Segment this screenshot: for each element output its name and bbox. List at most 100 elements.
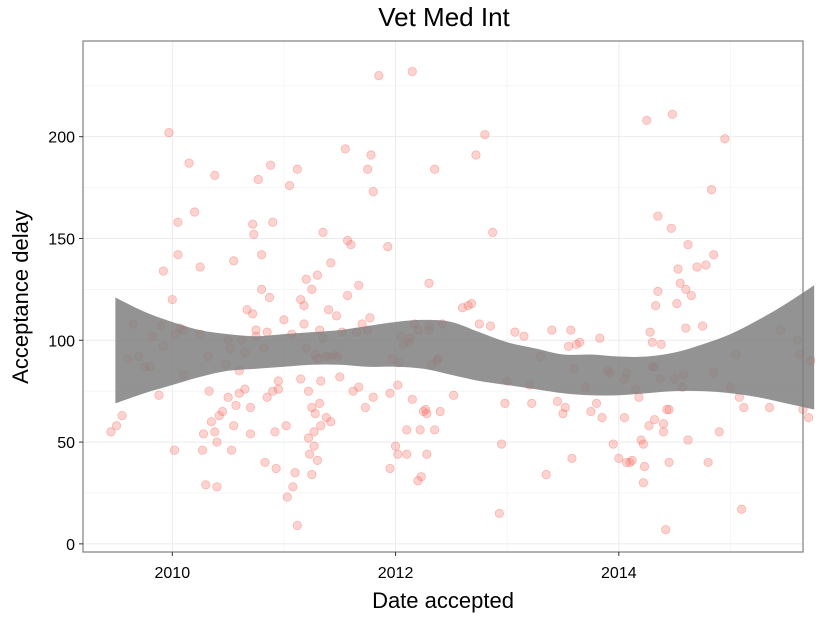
scatter-point [173,250,183,260]
scatter-point [299,319,309,329]
scatter-point [672,299,682,309]
scatter-point [634,392,644,402]
scatter-point [390,441,401,451]
scatter-point [111,421,122,431]
scatter-point [638,439,648,449]
scatter-point [316,376,326,386]
scatter-point [619,413,629,423]
scatter-point [158,266,168,276]
scatter-point [173,217,183,227]
scatter-point [480,130,490,140]
scatter-point [421,404,431,415]
scatter-point [284,180,295,191]
scatter-point [463,301,473,311]
scatter-point [212,482,222,492]
scatter-point [673,264,683,274]
scatter-point [692,262,702,272]
scatter-point [393,449,403,459]
scatter-point [271,463,281,474]
scatter-point [226,445,237,455]
scatter-point [510,327,520,337]
scatter-point [318,227,328,237]
scatter-point [223,392,233,402]
scatter-point [591,398,602,408]
scatter-point [331,311,341,321]
x-axis-ticks: 2010 2012 2014 [155,552,637,582]
scatter-point [664,457,674,468]
scatter-point [697,321,708,331]
scatter-point [346,239,356,250]
x-tick-label: 2010 [155,565,191,582]
scatter-point [435,406,445,417]
scatter-point [608,439,618,449]
scatter-point [335,372,345,382]
plot-panel [83,41,803,552]
scatter-point [571,339,581,349]
scatter-point [296,374,306,384]
scatter-point [206,417,216,427]
scatter-point [374,71,384,81]
scatter-point [664,404,674,415]
scatter-point [242,305,252,315]
scatter-point [217,406,228,417]
scatter-point [248,219,258,229]
scatter-point [638,478,648,488]
scatter-point [474,319,484,329]
scatter-point [720,134,730,144]
scatter-point [316,421,326,431]
scatter-point [363,164,373,174]
scatter-point [560,402,570,413]
scatter-point [651,301,661,311]
scatter-point [597,413,607,423]
scatter-point [366,150,376,160]
scatter-point [368,187,378,197]
scatter-point [567,453,577,463]
scatter-point [418,406,429,417]
scatter-point [288,482,298,492]
scatter-point [268,217,278,227]
scatter-point [234,388,244,398]
scatter-point [354,382,364,392]
scatter-point [701,260,711,270]
scatter-point [681,284,691,294]
scatter-point [625,457,635,468]
scatter-point [348,386,358,396]
scatter-point [622,457,632,468]
scatter-point [527,398,537,408]
scatter-point [299,301,309,311]
scatter-point [519,331,529,341]
scatter-point [471,150,481,160]
scatter-point [282,492,292,502]
scatter-point [326,258,336,268]
scatter-point [249,229,259,240]
scatter-point [154,390,164,400]
scatter-point [558,408,568,419]
scatter-point [268,386,278,396]
scatter-point [305,449,315,459]
x-axis-title: Date accepted [372,588,514,613]
y-tick-label: 150 [48,231,75,248]
scatter-point [683,239,693,250]
scatter-point [342,290,353,301]
scatter-point [764,402,775,413]
scatter-point [290,468,300,478]
scatter-point [323,305,334,315]
scatter-point [383,242,393,252]
scatter-point [737,504,747,514]
scatter-point [575,337,585,347]
scatter-point [265,160,276,170]
scatter-point [662,404,672,415]
scatter-point [393,380,403,390]
scatter-point [253,174,263,185]
scatter-point [709,250,719,260]
scatter-point [415,425,425,435]
scatter-point [683,435,693,445]
scatter-point [279,315,289,325]
scatter-point [457,303,468,313]
scatter-point [201,480,211,490]
scatter-point [667,109,677,119]
scatter-point [552,396,563,406]
scatter-point [245,402,256,413]
scatter-point [248,309,258,319]
